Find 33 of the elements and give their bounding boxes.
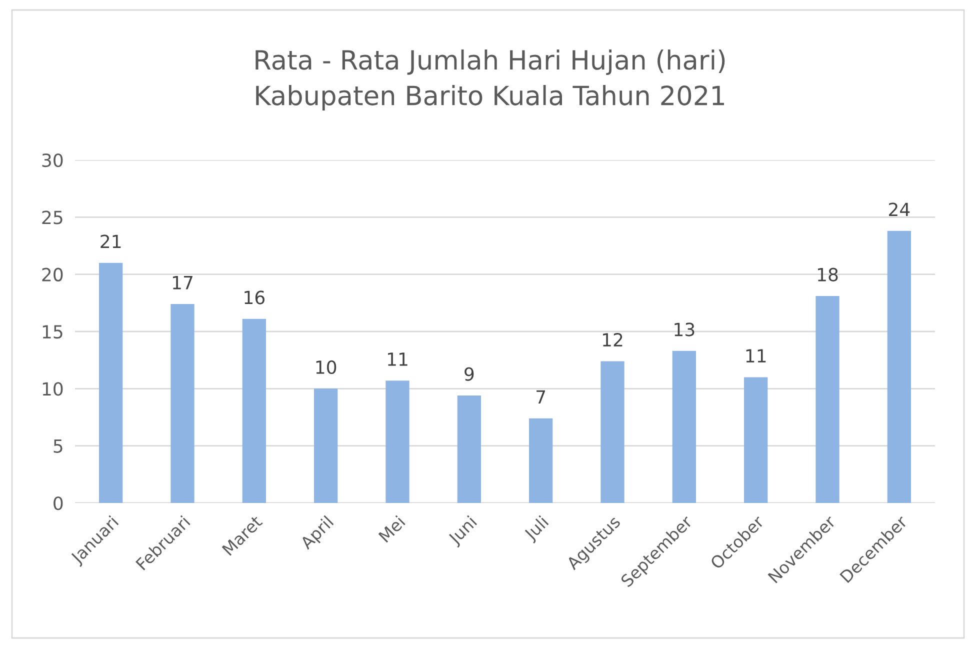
data-label: 16: [244, 290, 265, 304]
data-label: 24: [889, 202, 910, 216]
bar: [242, 318, 266, 503]
y-tick-label: 10: [42, 382, 63, 396]
data-label: 11: [388, 352, 408, 366]
y-tick-label: 15: [42, 325, 62, 339]
data-label: 10: [316, 360, 336, 374]
bar: [744, 377, 768, 503]
bar: [386, 380, 410, 503]
bar: [170, 304, 194, 503]
bar: [816, 296, 840, 503]
y-tick-label: 30: [42, 153, 63, 168]
bar: [457, 396, 481, 503]
y-tick-label: 20: [42, 268, 63, 282]
data-label: 11: [746, 349, 766, 362]
bar: [887, 230, 911, 503]
data-label: 13: [674, 322, 694, 336]
x-tick-label: Mei: [378, 515, 406, 543]
data-label: 7: [536, 390, 546, 404]
data-label: 18: [818, 268, 838, 282]
y-tick-label: 0: [54, 496, 63, 510]
data-label: 12: [602, 332, 622, 346]
data-label: 9: [464, 367, 474, 381]
data-label: 21: [100, 234, 121, 248]
chart-title: Rata - Rata Jumlah Hari Hujan (hari) Kabupaten Barito Kuala Tahun 2021: [256, 49, 725, 111]
bar: [529, 418, 553, 503]
bar: [600, 361, 624, 503]
data-label: 17: [172, 276, 192, 290]
bar: [99, 262, 123, 503]
y-tick-label: 25: [42, 210, 62, 224]
y-tick-label: 5: [54, 440, 62, 453]
bar: [314, 388, 338, 503]
bar: [672, 350, 696, 503]
